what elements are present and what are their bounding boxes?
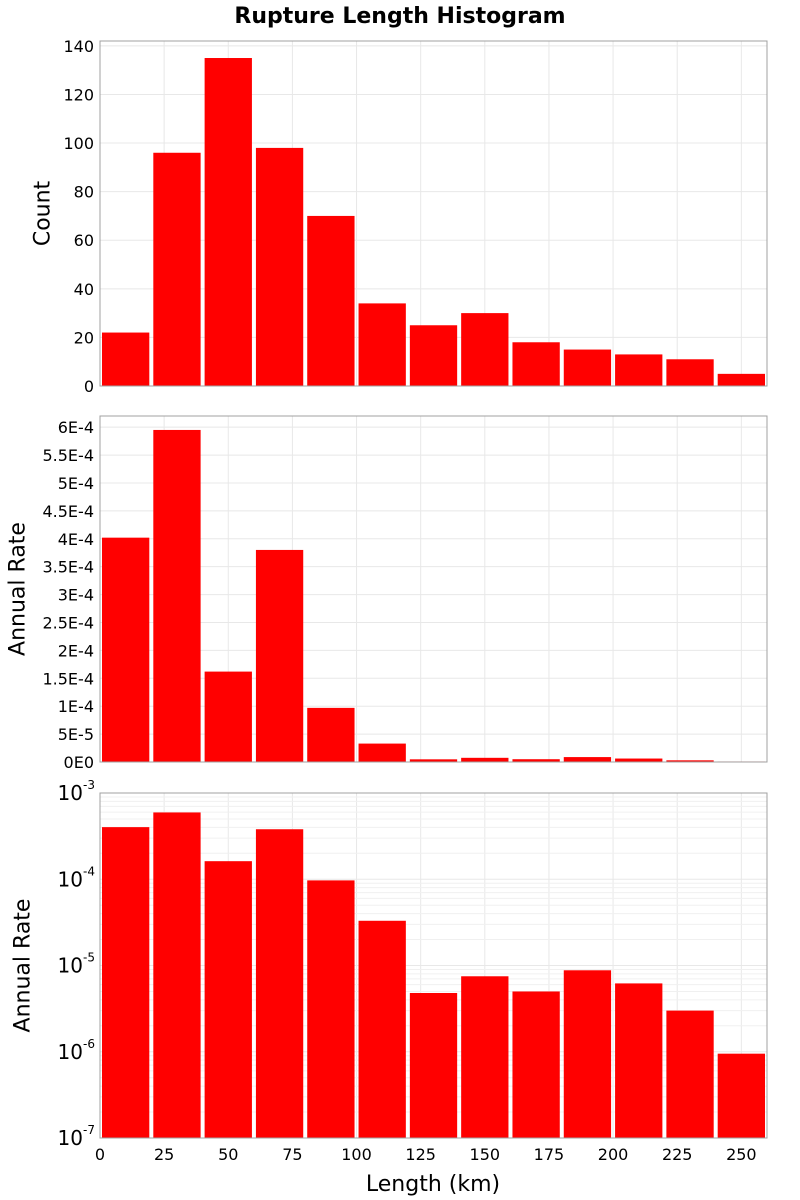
bar (563, 757, 612, 762)
bar (409, 759, 458, 762)
y-tick-label: 1.5E-4 (42, 669, 94, 688)
y-tick-label: 120 (63, 85, 94, 104)
chart-title: Rupture Length Histogram (234, 4, 565, 29)
bar (615, 983, 663, 1138)
bar (461, 313, 509, 386)
bar (409, 992, 458, 1138)
bar (153, 812, 201, 1138)
y-tick-label: 4.5E-4 (42, 502, 94, 521)
bar (461, 976, 509, 1138)
bar (461, 757, 509, 762)
y-axis-label: Annual Rate (6, 522, 31, 656)
bar (307, 880, 355, 1138)
bar (204, 671, 252, 762)
bar (615, 354, 663, 386)
panel-2: 0E0 5E-5 1E-4 1.5E-4 2E-4 2.5E-4 3E-4 3.5E-4 4E-… (6, 415, 768, 772)
y-tick-label: 2.5E-4 (42, 613, 94, 632)
bar (409, 325, 458, 386)
y-axis-label: Count (31, 180, 56, 246)
bar (615, 758, 663, 762)
y-tick-label: 80 (74, 183, 94, 202)
bar (255, 147, 304, 386)
x-tick-label: 0 (95, 1145, 105, 1164)
y-tick-label: 10 (58, 1040, 83, 1064)
bar (153, 429, 201, 762)
y-tick-label: 40 (74, 280, 94, 299)
bar (512, 342, 560, 386)
y-tick-exponent: -4 (83, 864, 95, 878)
y-tick-label: 10 (58, 781, 83, 805)
y-tick-label: 140 (63, 37, 94, 56)
x-tick-label: 100 (341, 1145, 372, 1164)
bar (666, 359, 714, 386)
y-tick-label: 6E-4 (58, 418, 94, 437)
bar (204, 58, 252, 386)
y-axis-label: Annual Rate (11, 899, 36, 1033)
y-tick-label: 5E-4 (58, 474, 94, 493)
x-tick-label: 150 (470, 1145, 501, 1164)
y-tick-label: 2E-4 (58, 641, 94, 660)
y-tick-exponent: -6 (83, 1037, 95, 1051)
x-tick-label: 175 (534, 1145, 565, 1164)
bar (255, 549, 304, 762)
bar (512, 991, 560, 1138)
x-tick-label: 50 (218, 1145, 238, 1164)
y-tick-label: 3E-4 (58, 586, 94, 605)
y-tick-exponent: -5 (83, 951, 95, 965)
bar (717, 1053, 765, 1138)
y-tick-label: 20 (74, 328, 94, 347)
bar (255, 829, 304, 1138)
bar (563, 970, 612, 1138)
bar (563, 349, 612, 386)
x-tick-label: 75 (282, 1145, 302, 1164)
y-tick-exponent: -3 (83, 778, 95, 792)
panels-layer: 020406080100120140Count0E05E-51E-41.5E-4… (6, 37, 768, 1164)
plot-frame (99, 792, 768, 1139)
x-axis-label: Length (km) (366, 1172, 500, 1197)
y-tick-label: 100 (63, 134, 94, 153)
bar (666, 760, 714, 762)
y-tick-label: 60 (74, 231, 94, 250)
plot-frame (99, 415, 768, 763)
bar (307, 707, 355, 762)
bar (512, 759, 560, 762)
y-tick-label: 10 (58, 1126, 83, 1150)
bar (102, 332, 150, 386)
bar (666, 1010, 714, 1138)
plot-frame (99, 40, 768, 387)
y-tick-label: 1E-4 (58, 697, 94, 716)
y-tick-label: 3.5E-4 (42, 558, 94, 577)
y-tick-label: 10 (58, 867, 83, 891)
y-tick-exponent: -7 (83, 1123, 95, 1137)
bar (153, 152, 201, 386)
y-tick-label: 10 (58, 954, 83, 978)
bar (102, 827, 150, 1138)
x-tick-label: 200 (598, 1145, 629, 1164)
y-tick-label: 4E-4 (58, 530, 94, 549)
bar (102, 537, 150, 762)
y-tick-label: 0 (84, 377, 94, 396)
x-tick-label: 250 (726, 1145, 757, 1164)
bar (358, 920, 406, 1138)
y-tick-label: 5.5E-4 (42, 446, 94, 465)
panel-1: 0 20 40 60 80 100 120 140 Count (31, 37, 768, 396)
bar (307, 215, 355, 386)
bar (204, 861, 252, 1138)
bar (717, 373, 765, 386)
bar (358, 743, 406, 762)
x-tick-label: 25 (154, 1145, 174, 1164)
x-tick-label: 225 (662, 1145, 693, 1164)
bar (358, 303, 406, 386)
y-tick-label: 5E-5 (58, 725, 94, 744)
x-tick-label: 125 (405, 1145, 436, 1164)
y-tick-label: 0E0 (64, 753, 94, 772)
